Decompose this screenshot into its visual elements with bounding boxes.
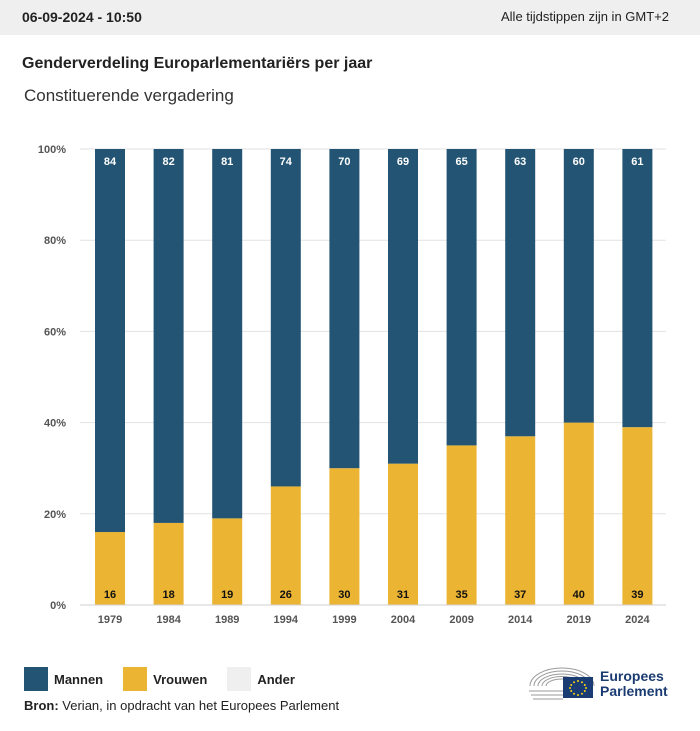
european-parliament-logo: Europees Parlement <box>527 656 687 702</box>
legend-item-ander[interactable]: Ander <box>227 667 295 691</box>
bar-vrouwen <box>270 486 301 605</box>
data-label-mannen: 63 <box>514 156 526 168</box>
y-tick-label: 40% <box>44 418 66 430</box>
legend-label-ander: Ander <box>257 671 295 687</box>
data-label-mannen: 84 <box>104 156 117 168</box>
data-label-vrouwen: 16 <box>104 589 116 601</box>
timezone-note: Alle tijdstippen zijn in GMT+2 <box>501 9 669 24</box>
x-tick-label: 1999 <box>332 614 356 626</box>
bar-vrouwen <box>388 463 418 605</box>
legend-label-mannen: Mannen <box>54 671 104 687</box>
x-tick-label: 1994 <box>274 614 299 626</box>
bar-vrouwen <box>95 532 125 605</box>
source-text: Verian, in opdracht van het Europees Par… <box>62 698 340 713</box>
data-label-vrouwen: 40 <box>573 589 585 601</box>
data-label-mannen: 61 <box>631 156 643 168</box>
x-tick-label: 2004 <box>391 614 416 626</box>
y-tick-label: 20% <box>44 509 66 521</box>
data-label-mannen: 60 <box>573 156 585 168</box>
bar-mannen <box>270 149 301 487</box>
data-label-mannen: 81 <box>221 156 233 168</box>
bar-vrouwen <box>153 522 184 605</box>
data-label-vrouwen: 30 <box>338 589 350 601</box>
chart-subtitle: Constituerende vergadering <box>24 86 234 105</box>
data-label-mannen: 74 <box>280 156 293 168</box>
x-tick-label: 2014 <box>508 614 533 626</box>
x-tick-label: 1989 <box>215 614 239 626</box>
data-label-mannen: 69 <box>397 156 409 168</box>
bar-vrouwen <box>563 422 594 605</box>
logo-text-line2: Parlement <box>600 683 668 699</box>
legend-item-vrouwen[interactable]: Vrouwen <box>123 667 207 691</box>
data-label-mannen: 65 <box>455 156 467 168</box>
bar-mannen <box>212 149 243 519</box>
data-label-vrouwen: 31 <box>397 589 409 601</box>
data-label-vrouwen: 37 <box>514 589 526 601</box>
data-label-vrouwen: 35 <box>455 589 467 601</box>
bar-mannen <box>622 149 653 428</box>
parliament-hemicycle-icon <box>529 667 595 700</box>
bar-vrouwen <box>505 436 536 605</box>
bar-mannen <box>153 149 184 523</box>
source-note: Bron: Verian, in opdracht van het Europe… <box>24 698 339 713</box>
bar-mannen <box>329 149 360 469</box>
y-tick-label: 100% <box>38 144 66 156</box>
x-tick-label: 2019 <box>567 614 591 626</box>
data-label-mannen: 82 <box>162 156 174 168</box>
bar-vrouwen <box>329 468 360 605</box>
legend-item-mannen[interactable]: Mannen <box>24 667 103 691</box>
bar-vrouwen <box>212 518 243 605</box>
data-label-vrouwen: 39 <box>631 589 643 601</box>
bar-mannen <box>446 149 477 446</box>
x-tick-label: 1979 <box>98 614 122 626</box>
y-tick-label: 80% <box>44 235 66 247</box>
data-label-vrouwen: 26 <box>280 589 292 601</box>
legend-swatch-mannen <box>24 667 48 691</box>
legend-label-vrouwen: Vrouwen <box>153 671 208 687</box>
bar-mannen <box>563 149 594 423</box>
stacked-bar-chart: 0% 20% 40% 60% 80% 100% 84 16 1979 82 18 1984 81 19 19… <box>38 144 666 626</box>
bar-mannen <box>505 149 536 437</box>
top-bar: 06-09-2024 - 10:50 Alle tijdstippen zijn… <box>0 0 700 35</box>
data-label-vrouwen: 19 <box>221 589 233 601</box>
logo-text: Europees Parlement <box>600 669 668 699</box>
x-tick-label: 1984 <box>156 614 181 626</box>
logo-text-line1: Europees <box>600 668 664 684</box>
x-tick-label: 2024 <box>625 614 650 626</box>
chart-title: Genderverdeling Europarlementariërs per … <box>22 55 373 72</box>
datetime-label: 06-09-2024 - 10:50 <box>22 9 142 25</box>
bar-mannen <box>95 149 125 533</box>
y-tick-label: 60% <box>44 326 66 338</box>
bar-mannen <box>388 149 418 464</box>
legend-swatch-ander <box>227 667 252 691</box>
data-label-vrouwen: 18 <box>162 589 174 601</box>
data-label-mannen: 70 <box>338 156 350 168</box>
source-label: Bron: <box>24 698 59 713</box>
legend-swatch-vrouwen <box>123 667 148 691</box>
x-tick-label: 2009 <box>449 614 473 626</box>
y-tick-label: 0% <box>50 600 66 612</box>
legend: Mannen Vrouwen Ander <box>24 667 315 691</box>
bar-vrouwen <box>446 445 477 605</box>
bar-vrouwen <box>622 427 653 605</box>
